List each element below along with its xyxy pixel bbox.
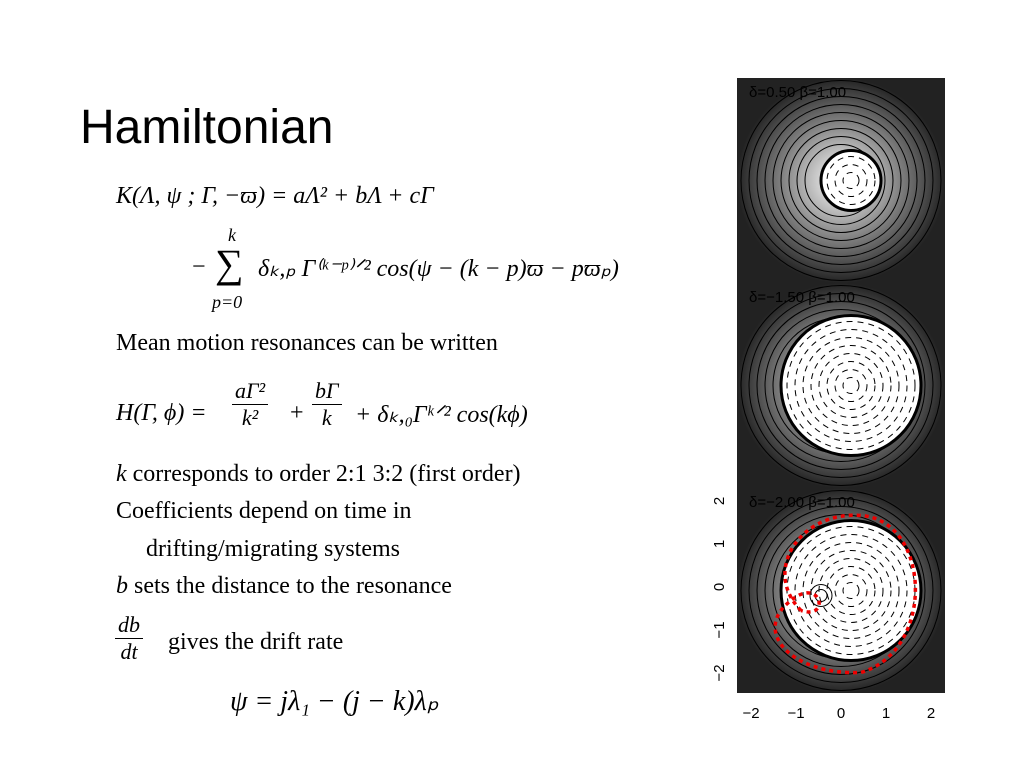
contour: [756, 96, 926, 265]
equation: H(Γ, ϕ) =: [116, 400, 207, 426]
island: [809, 584, 833, 607]
equation: δₖ,ₚ Γ⁽ᵏ⁻ᵖ⁾ᐟ² cos(ψ − (k − p)ϖ − pϖₚ): [258, 256, 619, 282]
contour: [826, 566, 876, 615]
variable: k: [116, 461, 127, 487]
bullet: b sets the distance to the resonance: [116, 573, 452, 600]
text: Mean motion resonances can be written: [116, 330, 498, 356]
numerator: db: [115, 612, 143, 639]
equation: ψ = jλ₁ − (j − k)λₚ: [230, 686, 439, 717]
title: Hamiltonian: [80, 101, 334, 154]
contour: [748, 498, 934, 683]
panel-label: δ=−1.50 β=1.00: [749, 289, 855, 306]
contour: [740, 490, 942, 691]
equation: K(Λ, ψ ; Γ, −ϖ) = aΛ² + bΛ + cΓ: [116, 183, 434, 209]
denominator: k²: [241, 405, 259, 430]
text: sets the distance to the resonance: [134, 573, 452, 599]
y-tick-label: 1: [711, 540, 728, 548]
x-tick-label: −2: [742, 705, 759, 722]
contour: [748, 293, 934, 478]
contour: [780, 120, 902, 241]
separatrix: [779, 314, 923, 457]
contour: [834, 164, 868, 197]
plus: +: [290, 400, 304, 426]
text: corresponds to order 2:1 3:2 (first orde…: [132, 461, 521, 487]
bullet: k corresponds to order 2:1 3:2 (first or…: [116, 461, 521, 488]
contour: [842, 377, 860, 394]
variable: b: [116, 573, 128, 599]
contour: [764, 104, 918, 257]
bullet: Coefficients depend on time in: [116, 498, 412, 524]
contour: [834, 574, 868, 607]
numerator: aΓ²: [232, 378, 269, 405]
y-tick-label: −2: [711, 664, 728, 681]
contour: [748, 88, 934, 273]
y-tick-label: 2: [711, 497, 728, 505]
contour: [810, 345, 892, 426]
y-tick-label: −1: [711, 621, 728, 638]
y-tick-label: 0: [711, 583, 728, 591]
separatrix: [819, 149, 883, 212]
contour: [818, 558, 884, 623]
contour: [802, 542, 900, 639]
denominator: dt: [120, 639, 138, 664]
contour: [794, 534, 908, 647]
contour: [826, 361, 876, 410]
text: gives the drift rate: [168, 629, 344, 655]
figure: δ=0.50 β=1.00 δ=−1.50 β=1.00 δ=−2.00 β=1.0…: [711, 78, 945, 722]
contour: [842, 582, 860, 599]
contour: [842, 172, 860, 189]
sum-lower: p=0: [212, 292, 243, 312]
sum-sign: ∑: [215, 241, 244, 286]
contour: [794, 329, 908, 442]
x-tick-label: 0: [837, 705, 845, 722]
contour: [834, 369, 868, 402]
contour: [788, 128, 894, 233]
contour: [756, 506, 926, 675]
panel-label: δ=−2.00 β=1.00: [749, 494, 855, 511]
contour: [786, 321, 916, 450]
drift-path: [773, 513, 918, 675]
fraction: bΓ k: [312, 378, 342, 431]
contour: [772, 112, 910, 249]
contour: [796, 136, 886, 225]
equation: + δₖ,₀Γᵏᐟ² cos(kϕ): [355, 402, 528, 428]
fraction: db dt: [115, 612, 143, 665]
separatrix: [779, 519, 923, 662]
panel-label: δ=0.50 β=1.00: [749, 84, 846, 101]
contour: [818, 353, 884, 418]
contour: [826, 156, 876, 205]
eq-minus: −: [192, 254, 206, 280]
numerator: bΓ: [312, 378, 342, 405]
x-tick-label: 2: [927, 705, 935, 722]
x-tick-label: −1: [787, 705, 804, 722]
denominator: k: [321, 405, 332, 430]
bullet-cont: drifting/migrating systems: [146, 536, 400, 562]
x-tick-label: 1: [882, 705, 890, 722]
contour: [740, 285, 942, 486]
contour: [756, 301, 926, 470]
contour: [802, 337, 900, 434]
sum-upper: k: [228, 225, 236, 245]
contour: [740, 80, 942, 281]
fraction: aΓ² k²: [232, 378, 269, 431]
